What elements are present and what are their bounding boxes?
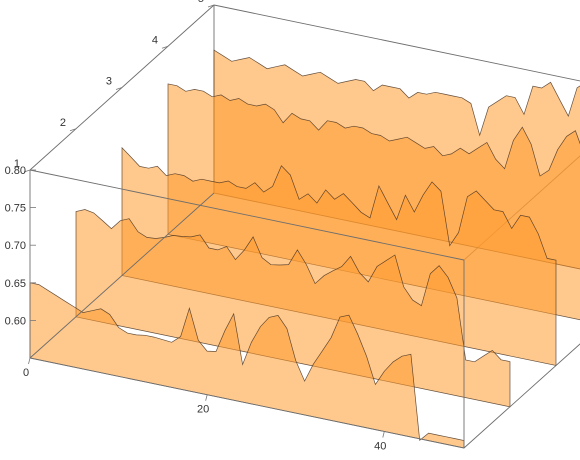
box-edge-front-bottom — [29, 357, 465, 449]
plot-box-front-edges — [29, 169, 580, 449]
z-tick-label: 0.80 — [5, 165, 26, 177]
box-edge-left-bottom — [29, 192, 215, 359]
y-tick-mark — [23, 169, 31, 173]
series-layer — [29, 49, 580, 449]
box-edge-right-bottom — [463, 343, 580, 449]
x-tick-mark — [382, 431, 385, 438]
x-tick-label: 0 — [23, 367, 29, 379]
z-tick-label: 0.70 — [5, 240, 26, 252]
y-tick-label: 4 — [152, 34, 158, 46]
box-edge-back-top — [213, 4, 580, 82]
y-tick-label: 1 — [14, 158, 20, 170]
z-tick-label: 0.65 — [5, 278, 26, 290]
y-tick-mark — [207, 4, 215, 8]
y-tick-mark — [69, 128, 77, 132]
y-tick-mark — [115, 87, 123, 90]
box-edge-front-top — [29, 169, 465, 261]
y-tick-mark — [161, 45, 169, 49]
y-tick-label: 5 — [198, 0, 204, 5]
x-tick-mark — [28, 357, 31, 365]
y-tick-label: 2 — [60, 117, 66, 129]
y-tick-label: 3 — [106, 76, 112, 88]
x-tick-label: 40 — [374, 440, 386, 452]
x-tick-mark — [205, 394, 208, 401]
x-tick-label: 20 — [197, 404, 209, 416]
axis-ticks: 0 20 40 1 2 3 4 5 0.60 0.65 0.70 0.75 0.80 — [5, 0, 387, 452]
z-tick-label: 0.60 — [5, 315, 26, 327]
series-ribbon-1 — [29, 282, 465, 449]
z-tick-label: 0.75 — [5, 203, 26, 215]
